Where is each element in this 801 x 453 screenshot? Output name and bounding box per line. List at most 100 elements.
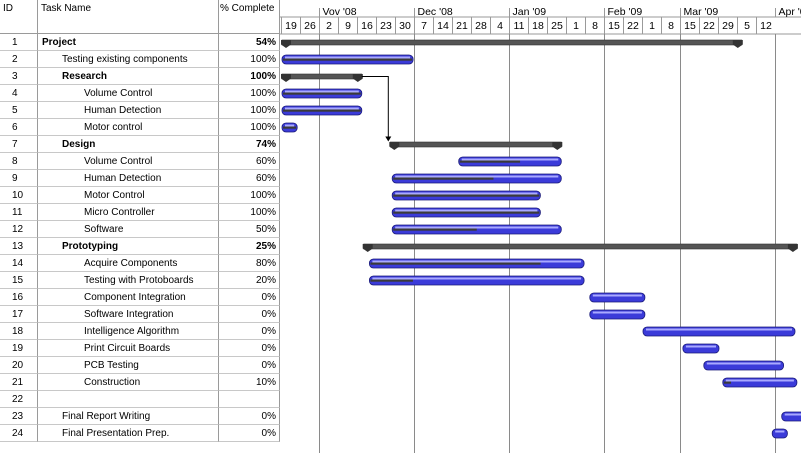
table-row[interactable]: 20 PCB Testing 0% bbox=[0, 357, 280, 374]
task-name[interactable]: Motor control bbox=[38, 119, 219, 136]
task-percent-complete: 100% bbox=[219, 68, 280, 85]
table-row[interactable]: 7 Design 74% bbox=[0, 136, 280, 153]
table-row[interactable]: 14 Acquire Components 80% bbox=[0, 255, 280, 272]
task-name[interactable]: Acquire Components bbox=[38, 255, 219, 272]
table-row[interactable]: 2 Testing existing components 100% bbox=[0, 51, 280, 68]
task-name[interactable]: Construction bbox=[38, 374, 219, 391]
gantt-chart: Vov '08 Dec '08 Jan '09 Feb '09 Mar '09 Apr '… bbox=[280, 0, 801, 453]
task-name[interactable]: Print Circuit Boards bbox=[38, 340, 219, 357]
table-row[interactable]: 12 Software 50% bbox=[0, 221, 280, 238]
progress-line bbox=[459, 160, 521, 163]
task-table: ID Task Name % Complete 1 Project 54% 2 Test… bbox=[0, 0, 280, 453]
task-percent-complete: 100% bbox=[219, 119, 280, 136]
task-percent-complete: 54% bbox=[219, 34, 280, 51]
table-row[interactable]: 10 Motor Control 100% bbox=[0, 187, 280, 204]
progress-line bbox=[393, 228, 477, 231]
week-label: 9 bbox=[345, 20, 351, 32]
task-name[interactable]: Design bbox=[38, 136, 219, 153]
table-row[interactable]: 13 Prototyping 25% bbox=[0, 238, 280, 255]
task-name[interactable]: Volume Control bbox=[38, 153, 219, 170]
table-row[interactable]: 16 Component Integration 0% bbox=[0, 289, 280, 306]
task-id: 20 bbox=[0, 357, 38, 374]
month-label: Vov '08 bbox=[323, 6, 357, 18]
progress-line bbox=[370, 262, 541, 265]
task-percent-complete: 74% bbox=[219, 136, 280, 153]
task-name[interactable]: Micro Controller bbox=[38, 204, 219, 221]
week-label: 7 bbox=[421, 20, 427, 32]
table-row[interactable]: 22 bbox=[0, 391, 280, 408]
table-row[interactable]: 24 Final Presentation Prep. 0% bbox=[0, 425, 280, 442]
task-percent-complete: 50% bbox=[219, 221, 280, 238]
task-bar-highlight bbox=[461, 158, 559, 161]
table-row[interactable]: 6 Motor control 100% bbox=[0, 119, 280, 136]
summary-bar bbox=[363, 243, 798, 250]
table-row[interactable]: 23 Final Report Writing 0% bbox=[0, 408, 280, 425]
task-percent-complete: 0% bbox=[219, 357, 280, 374]
task-bar-highlight bbox=[372, 260, 582, 263]
table-row[interactable]: 3 Research 100% bbox=[0, 68, 280, 85]
week-label: 14 bbox=[437, 20, 449, 32]
table-row[interactable]: 15 Testing with Protoboards 20% bbox=[0, 272, 280, 289]
week-label: 28 bbox=[475, 20, 487, 32]
task-bar-highlight bbox=[285, 90, 359, 93]
task-name[interactable]: Human Detection bbox=[38, 170, 219, 187]
summary-bar bbox=[390, 141, 562, 148]
task-name[interactable]: Intelligence Algorithm bbox=[38, 323, 219, 340]
task-id: 2 bbox=[0, 51, 38, 68]
week-label: 8 bbox=[592, 20, 598, 32]
task-bar-highlight bbox=[592, 294, 642, 297]
summary-bar bbox=[281, 39, 743, 46]
progress-line bbox=[393, 177, 494, 180]
progress-line bbox=[393, 211, 540, 214]
id-column-header[interactable]: ID bbox=[0, 0, 38, 34]
task-name[interactable]: PCB Testing bbox=[38, 357, 219, 374]
task-name[interactable]: Prototyping bbox=[38, 238, 219, 255]
summary-end-cap bbox=[732, 40, 743, 48]
task-id: 14 bbox=[0, 255, 38, 272]
task-id: 22 bbox=[0, 391, 38, 408]
task-name[interactable]: Research bbox=[38, 68, 219, 85]
task-name[interactable]: Component Integration bbox=[38, 289, 219, 306]
table-row[interactable]: 1 Project 54% bbox=[0, 34, 280, 51]
task-name[interactable] bbox=[38, 391, 219, 408]
task-percent-complete: 100% bbox=[219, 85, 280, 102]
task-percent-complete bbox=[219, 391, 280, 408]
week-label: 4 bbox=[497, 20, 503, 32]
summary-start-cap bbox=[362, 244, 373, 252]
task-name[interactable]: Testing with Protoboards bbox=[38, 272, 219, 289]
table-row[interactable]: 9 Human Detection 60% bbox=[0, 170, 280, 187]
task-percent-complete: 100% bbox=[219, 187, 280, 204]
task-bar bbox=[703, 360, 784, 371]
task-name[interactable]: Final Presentation Prep. bbox=[38, 425, 219, 442]
week-label: 22 bbox=[627, 20, 639, 32]
task-name[interactable]: Software Integration bbox=[38, 306, 219, 323]
table-row[interactable]: 4 Volume Control 100% bbox=[0, 85, 280, 102]
summary-start-cap bbox=[281, 74, 291, 82]
table-row[interactable]: 19 Print Circuit Boards 0% bbox=[0, 340, 280, 357]
task-percent-complete: 60% bbox=[219, 153, 280, 170]
task-name[interactable]: Testing existing components bbox=[38, 51, 219, 68]
task-id: 23 bbox=[0, 408, 38, 425]
week-label: 21 bbox=[456, 20, 468, 32]
task-name[interactable]: Volume Control bbox=[38, 85, 219, 102]
table-row[interactable]: 11 Micro Controller 100% bbox=[0, 204, 280, 221]
table-row[interactable]: 21 Construction 10% bbox=[0, 374, 280, 391]
task-percent-complete: 100% bbox=[219, 204, 280, 221]
task-name[interactable]: Final Report Writing bbox=[38, 408, 219, 425]
task-name[interactable]: Software bbox=[38, 221, 219, 238]
task-name[interactable]: Motor Control bbox=[38, 187, 219, 204]
percent-complete-column-header[interactable]: % Complete bbox=[219, 0, 280, 34]
task-name[interactable]: Project bbox=[38, 34, 219, 51]
table-row[interactable]: 17 Software Integration 0% bbox=[0, 306, 280, 323]
week-label: 30 bbox=[399, 20, 411, 32]
task-name[interactable]: Human Detection bbox=[38, 102, 219, 119]
week-label: 2 bbox=[326, 20, 332, 32]
task-bar-highlight bbox=[395, 175, 559, 178]
week-label: 29 bbox=[722, 20, 734, 32]
task-name-column-header[interactable]: Task Name bbox=[38, 0, 219, 34]
table-row[interactable]: 5 Human Detection 100% bbox=[0, 102, 280, 119]
task-bar bbox=[781, 411, 801, 422]
task-percent-complete: 0% bbox=[219, 289, 280, 306]
table-row[interactable]: 8 Volume Control 60% bbox=[0, 153, 280, 170]
table-row[interactable]: 18 Intelligence Algorithm 0% bbox=[0, 323, 280, 340]
